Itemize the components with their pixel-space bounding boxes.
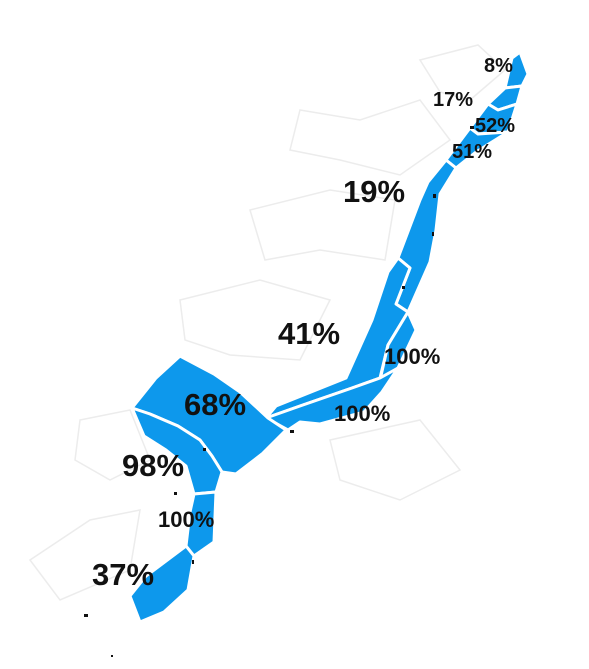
region-label-9: 68% — [184, 387, 246, 422]
map-region-1[interactable] — [503, 50, 530, 90]
region-labels: 8% 17% 52% 51% 19% 41% 100% 100% 68% 98%… — [92, 55, 515, 592]
region-label-5: 19% — [343, 174, 405, 209]
region-label-12: 37% — [92, 557, 154, 592]
map-specks — [84, 126, 474, 657]
region-label-1: 8% — [484, 55, 513, 77]
regions — [128, 50, 530, 624]
region-label-8: 100% — [334, 401, 390, 426]
map-region-8[interactable] — [264, 366, 400, 432]
region-label-10: 98% — [122, 448, 184, 483]
region-label-4: 51% — [452, 141, 492, 163]
region-label-2: 17% — [433, 89, 473, 111]
region-label-3: 52% — [475, 115, 515, 137]
region-label-7: 100% — [384, 344, 440, 369]
map-region-12[interactable] — [128, 544, 196, 624]
region-label-11: 100% — [158, 507, 214, 532]
region-label-6: 41% — [278, 316, 340, 351]
background-outlines — [28, 44, 507, 601]
map-region-10[interactable] — [130, 406, 224, 496]
